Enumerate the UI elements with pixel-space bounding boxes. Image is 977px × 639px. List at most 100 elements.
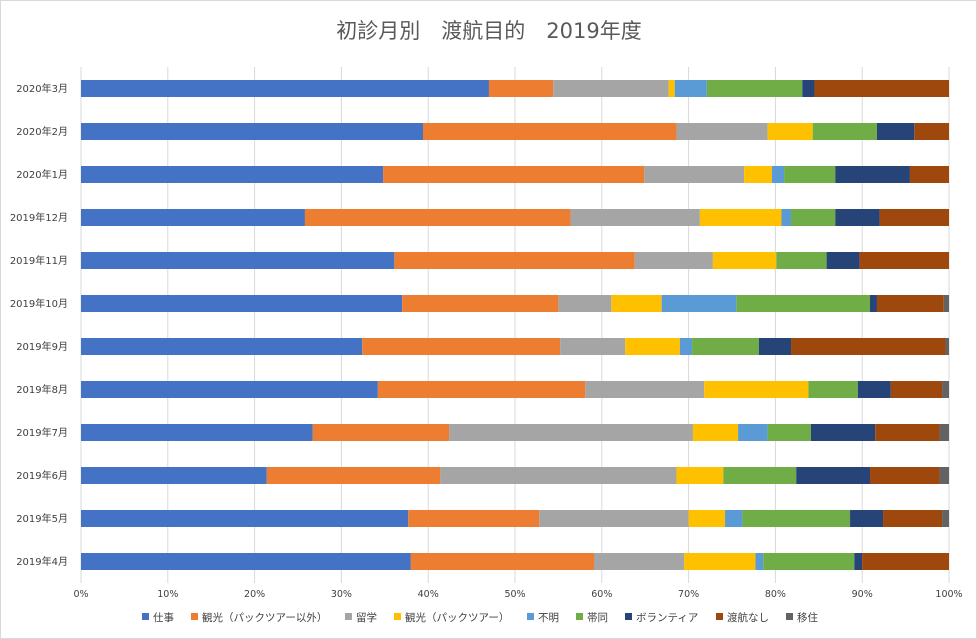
bar-segment: [939, 424, 949, 441]
bar-segment: [688, 510, 726, 527]
bar-segment: [676, 123, 768, 140]
x-tick-label: 50%: [504, 589, 525, 600]
bar-segment: [553, 80, 669, 97]
bar-segment: [661, 295, 737, 312]
bar-segment: [539, 510, 689, 527]
bar-segment: [826, 252, 860, 269]
legend-label: 渡航なし: [727, 611, 769, 624]
x-tick-label: 0%: [73, 589, 88, 600]
bar-segment: [304, 209, 571, 226]
legend: 仕事 観光（パックツアー以外） 留学 観光（パックツアー） 不明 帯同 ボランティア 渡航なし…: [142, 611, 818, 624]
bar-segment: [725, 510, 743, 527]
x-tick-label: 70%: [678, 589, 699, 600]
category-label: 2019年11月: [10, 254, 68, 267]
bar-segment: [449, 424, 693, 441]
bar-segment: [744, 166, 772, 183]
bar-segment: [742, 510, 851, 527]
bar-segment: [440, 467, 677, 484]
bars: [81, 80, 949, 570]
bar-segment: [870, 467, 940, 484]
x-tick-label: 40%: [418, 589, 439, 600]
bar-segment: [814, 80, 949, 97]
category-label: 2019年4月: [16, 555, 68, 568]
bar-segment: [784, 166, 836, 183]
bar-segment: [870, 295, 877, 312]
bar-segment: [808, 381, 858, 398]
gridlines: [80, 67, 950, 583]
bar-segment: [692, 424, 739, 441]
legend-swatch: [786, 613, 793, 620]
legend-swatch: [716, 613, 723, 620]
legend-swatch: [142, 613, 149, 620]
bar-segment: [854, 553, 863, 570]
bar-segment: [585, 381, 705, 398]
bar-segment: [625, 338, 680, 355]
bar-segment: [796, 467, 871, 484]
bar-segment: [362, 338, 561, 355]
bar-segment: [712, 252, 777, 269]
legend-swatch: [576, 613, 583, 620]
bar-segment: [781, 209, 792, 226]
bar-segment: [883, 510, 943, 527]
x-tick-label: 10%: [157, 589, 178, 600]
bar-segment: [81, 166, 384, 183]
bar-segment: [810, 424, 876, 441]
bar-segment: [876, 123, 915, 140]
bar-segment: [909, 166, 949, 183]
category-label: 2019年12月: [10, 211, 68, 224]
category-label: 2019年10月: [10, 297, 68, 310]
legend-swatch: [345, 613, 352, 620]
bar-segment: [81, 510, 409, 527]
bar-segment: [81, 553, 411, 570]
value-axis: 0% 10% 20% 30% 40% 50% 60% 70% 80% 90% 100%: [73, 589, 962, 600]
bar-segment: [875, 424, 940, 441]
chart-title: 初診月別 渡航目的 2019年度: [336, 19, 641, 43]
category-label: 2020年3月: [16, 82, 68, 95]
category-label: 2019年8月: [16, 383, 68, 396]
legend-swatch: [191, 613, 198, 620]
bar-segment: [767, 123, 813, 140]
bar-segment: [81, 467, 267, 484]
bar-segment: [876, 295, 944, 312]
bar-segment: [692, 338, 759, 355]
bar-segment: [684, 553, 756, 570]
bar-segment: [704, 381, 809, 398]
bar-segment: [812, 123, 877, 140]
bar-segment: [81, 295, 403, 312]
bar-segment: [558, 295, 612, 312]
bar-segment: [81, 80, 489, 97]
legend-label: 仕事: [153, 611, 174, 624]
category-label: 2019年7月: [16, 426, 68, 439]
bar-segment: [939, 467, 949, 484]
bar-segment: [312, 424, 450, 441]
x-tick-label: 80%: [765, 589, 786, 600]
bar-segment: [394, 252, 635, 269]
bar-segment: [699, 209, 782, 226]
bar-segment: [767, 424, 811, 441]
bar-segment: [942, 381, 949, 398]
category-label: 2020年1月: [16, 168, 68, 181]
x-tick-label: 60%: [591, 589, 612, 600]
bar-segment: [674, 80, 707, 97]
legend-label: 不明: [538, 612, 559, 624]
bar-segment: [668, 80, 675, 97]
legend-label: 留学: [356, 611, 377, 624]
bar-segment: [835, 209, 880, 226]
x-tick-label: 30%: [331, 589, 352, 600]
bar-segment: [81, 338, 363, 355]
legend-label: 帯同: [587, 611, 608, 624]
bar-segment: [738, 424, 768, 441]
legend-label: 観光（パックツアー以外）: [202, 611, 327, 624]
x-tick-label: 90%: [852, 589, 873, 600]
bar-segment: [914, 123, 949, 140]
bar-segment: [791, 338, 946, 355]
bar-segment: [81, 424, 313, 441]
bar-segment: [266, 467, 441, 484]
bar-segment: [410, 553, 594, 570]
bar-segment: [763, 553, 855, 570]
bar-segment: [857, 381, 891, 398]
bar-segment: [835, 166, 910, 183]
x-tick-label: 100%: [935, 589, 962, 600]
